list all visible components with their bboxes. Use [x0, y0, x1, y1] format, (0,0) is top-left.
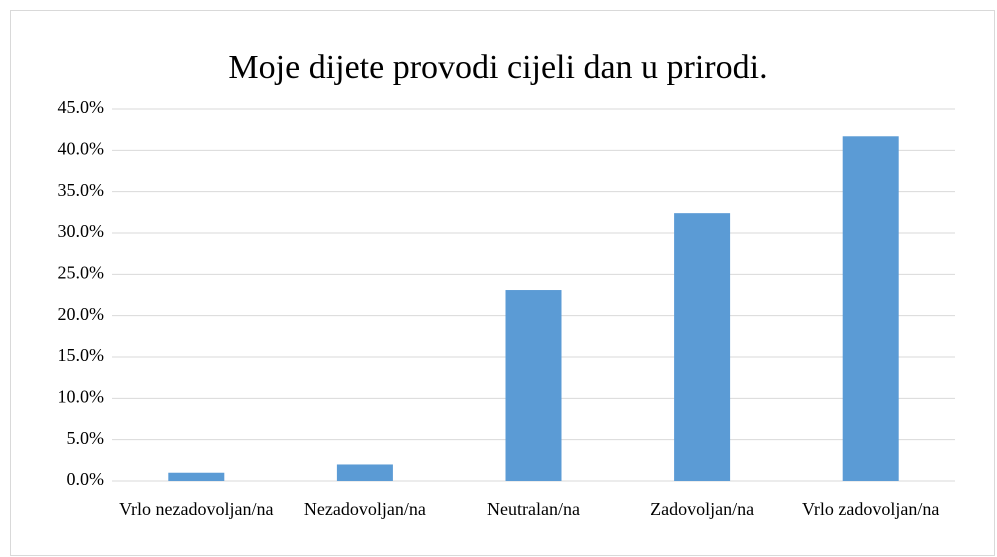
y-tick-label: 20.0%: [58, 304, 105, 324]
chart-title: Moje dijete provodi cijeli dan u prirodi…: [228, 49, 767, 86]
y-tick-label: 30.0%: [58, 221, 105, 241]
x-tick-label: Nezadovoljan/na: [303, 499, 426, 519]
y-tick-label: 25.0%: [58, 262, 105, 282]
y-tick-label: 15.0%: [58, 345, 105, 365]
bar: [168, 472, 225, 481]
x-tick-label: Zadovoljan/na: [650, 499, 755, 519]
y-tick-label: 10.0%: [58, 386, 105, 406]
bar: [505, 290, 562, 481]
x-tick-label: Neutralan/na: [487, 499, 580, 519]
bar: [336, 464, 393, 481]
chart-border: [10, 10, 995, 556]
bar: [674, 213, 731, 481]
bar: [842, 136, 899, 481]
y-tick-label: 0.0%: [67, 469, 105, 489]
y-tick-label: 5.0%: [67, 428, 105, 448]
y-tick-label: 35.0%: [58, 180, 105, 200]
x-tick-label: Vrlo nezadovoljan/na: [119, 499, 274, 519]
y-tick-label: 40.0%: [58, 138, 105, 158]
y-tick-label: 45.0%: [58, 97, 105, 117]
x-tick-label: Vrlo zadovoljan/na: [802, 499, 940, 519]
